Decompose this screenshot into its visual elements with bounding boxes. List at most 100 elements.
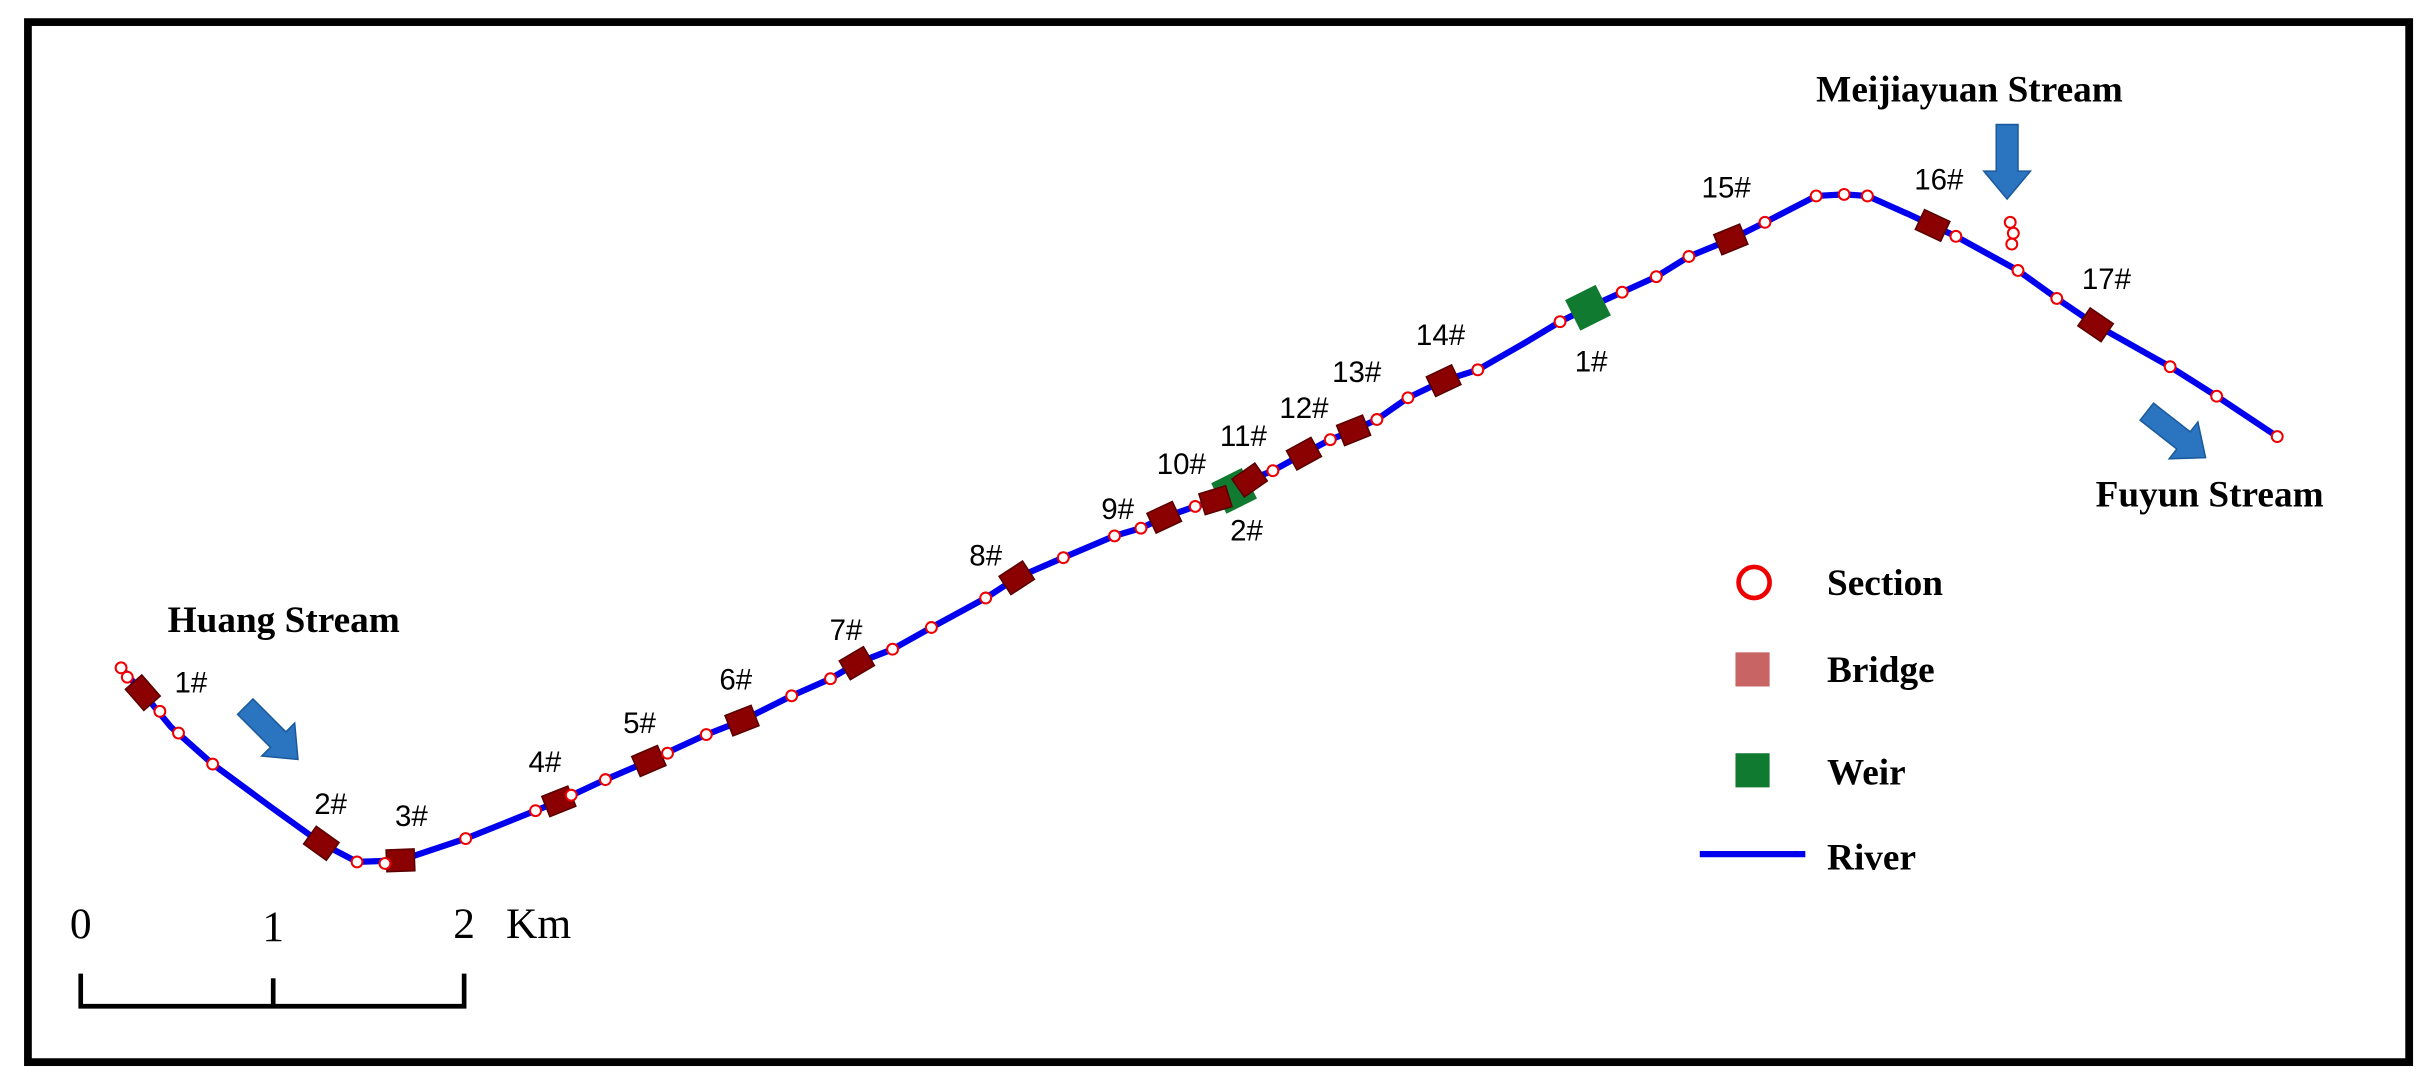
section	[350, 855, 364, 869]
section	[785, 689, 799, 703]
bridge	[302, 825, 341, 862]
bridge	[1230, 462, 1269, 499]
stream-label: Fuyun Stream	[2096, 474, 2324, 515]
bridge	[1712, 223, 1749, 256]
legend-label: Section	[1827, 563, 1943, 604]
bridge-label: 11#	[1220, 420, 1268, 453]
section	[206, 757, 220, 771]
legend-section-symbol	[1736, 564, 1772, 601]
section	[172, 726, 185, 740]
section	[2003, 215, 2017, 229]
bridge-label: 16#	[1914, 164, 1964, 197]
bridge-label: 8#	[969, 539, 1002, 572]
section	[459, 832, 473, 846]
bridge-label: 7#	[830, 614, 863, 647]
bridge	[1914, 208, 1951, 243]
section	[2006, 226, 2020, 240]
section	[2210, 389, 2224, 403]
section	[1370, 413, 1384, 426]
bridge-label: 13#	[1332, 356, 1382, 389]
frame	[24, 18, 2414, 1067]
section	[2050, 291, 2064, 305]
scale-label: 0	[70, 900, 92, 948]
section	[1108, 529, 1121, 543]
section	[2163, 360, 2177, 374]
legend-bridge-symbol	[1735, 652, 1770, 687]
section	[1682, 250, 1696, 263]
section	[1809, 189, 1823, 203]
weir	[1565, 284, 1611, 331]
bridge	[998, 560, 1036, 596]
bridge-label: 12#	[1279, 392, 1329, 425]
bridge-label: 4#	[528, 746, 561, 779]
legend-label: Bridge	[1827, 650, 1935, 691]
bridge-label: 17#	[2082, 263, 2132, 296]
weir-label: 1#	[1575, 345, 1608, 378]
legend-weir-symbol	[1735, 753, 1770, 788]
section	[153, 704, 167, 718]
section	[699, 728, 713, 742]
stream-label: Meijiayuan Stream	[1816, 69, 2123, 110]
section	[979, 591, 993, 605]
bridge-label: 14#	[1416, 319, 1466, 352]
flow-arrow	[236, 697, 299, 761]
scale-bar: 0 1 2 Km	[70, 900, 571, 1009]
section	[1471, 363, 1485, 377]
section	[598, 773, 612, 787]
weir-label: 2#	[1230, 515, 1263, 548]
section	[529, 804, 542, 818]
section	[1649, 270, 1663, 284]
scale-label: 1	[262, 903, 284, 951]
bridge-label: 15#	[1702, 172, 1752, 205]
bridge-label: 10#	[1157, 448, 1207, 481]
section	[1615, 285, 1629, 299]
section	[661, 746, 674, 760]
section	[1134, 521, 1148, 535]
flow-arrows	[236, 123, 2207, 761]
section	[1949, 229, 1963, 243]
bridge-label: 9#	[1101, 493, 1134, 526]
section	[924, 621, 938, 634]
bridge-label: 3#	[395, 800, 428, 833]
bridge-label: 2#	[314, 788, 347, 821]
map-layer	[114, 187, 2284, 873]
bridge-label: 1#	[175, 667, 208, 700]
section	[1323, 433, 1337, 447]
bridge-label: 6#	[719, 664, 752, 697]
section	[886, 642, 900, 656]
bridge	[1425, 363, 1462, 398]
scale-label: 2	[453, 900, 475, 948]
section	[120, 670, 134, 684]
bridge	[1335, 414, 1372, 447]
stream-label: Huang Stream	[168, 600, 400, 641]
section	[378, 857, 392, 870]
flow-arrow	[1982, 123, 2033, 201]
section	[1553, 315, 1567, 329]
legend: Section Bridge Weir River	[1699, 563, 1943, 879]
section	[2270, 430, 2284, 444]
section	[1401, 391, 1415, 405]
section	[1758, 215, 1772, 229]
bridge	[1145, 500, 1183, 535]
bridge	[724, 704, 760, 737]
bridge	[1197, 484, 1233, 516]
flow-arrow	[2139, 402, 2207, 460]
section	[564, 788, 578, 802]
bridge	[1285, 436, 1323, 471]
section	[114, 661, 128, 675]
section	[1266, 464, 1280, 478]
bridge	[124, 673, 162, 712]
legend-label: Weir	[1827, 752, 1906, 793]
section	[1056, 551, 1070, 565]
section	[1860, 189, 1874, 203]
bridge-label: 5#	[623, 707, 656, 740]
section	[1837, 187, 1851, 201]
scale-unit: Km	[506, 900, 571, 948]
bridge	[2076, 306, 2115, 343]
section	[2011, 264, 2025, 277]
section	[2005, 237, 2019, 251]
bridge	[838, 645, 876, 681]
legend-label: River	[1827, 838, 1916, 879]
